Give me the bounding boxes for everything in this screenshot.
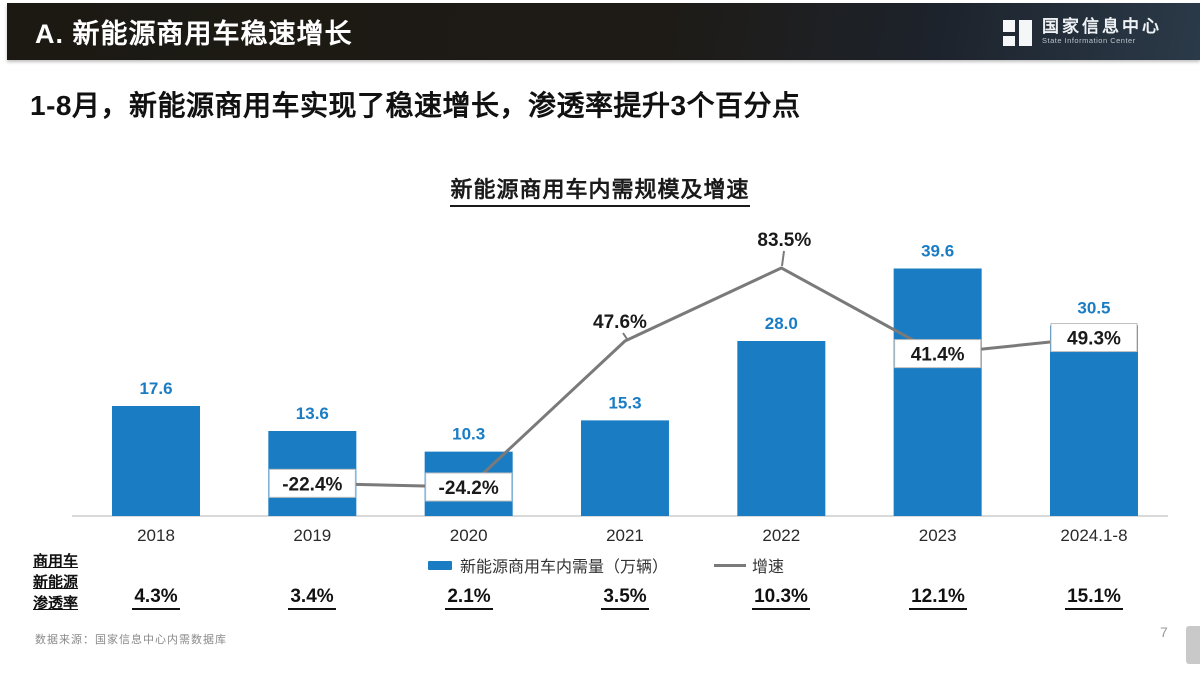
viewer-side-tab[interactable] [1186, 626, 1200, 664]
penetration-value: 12.1% [890, 586, 986, 610]
x-axis-tick-label: 2022 [762, 526, 800, 545]
label-leader-line [622, 332, 628, 340]
x-axis-tick-label: 2018 [137, 526, 175, 545]
bar-value-label: 39.6 [921, 242, 954, 261]
page-number: 7 [1160, 624, 1168, 640]
penetration-label: 商用车 新能源 渗透率 [33, 553, 79, 612]
bar [893, 268, 982, 516]
org-logo-icon [1003, 17, 1033, 47]
bar [1049, 325, 1138, 516]
penetration-value: 2.1% [421, 586, 517, 610]
penetration-value: 4.3% [108, 586, 204, 610]
bar-value-label: 13.6 [296, 404, 329, 423]
growth-label: 83.5% [757, 230, 811, 251]
data-source-note: 数据来源：国家信息中心内需数据库 [35, 634, 227, 646]
org-logo: 国家信息中心 State Information Center [1003, 17, 1200, 47]
legend-line-swatch [714, 563, 747, 567]
growth-label-box [894, 339, 982, 369]
chart-legend: 新能源商用车内需量（万辆） 增速 [428, 553, 784, 577]
bar [737, 341, 826, 516]
growth-label: 41.4% [911, 345, 965, 366]
x-axis-tick-label: 2023 [919, 526, 957, 545]
penetration-value: 3.4% [264, 586, 360, 610]
bar-value-label: 10.3 [452, 425, 485, 444]
org-name-cn: 国家信息中心 [1042, 16, 1162, 36]
x-axis-tick-label: 2021 [606, 526, 644, 545]
penetration-value: 3.5% [577, 586, 673, 610]
slide-subtitle: 1-8月，新能源商用车实现了稳速增长，渗透率提升3个百分点 [30, 90, 801, 121]
growth-label-box [1050, 323, 1138, 353]
growth-label: 49.3% [1067, 329, 1121, 350]
legend-bar-label: 新能源商用车内需量（万辆） [460, 559, 669, 576]
legend-line-label: 增速 [752, 559, 785, 576]
growth-label-box [268, 468, 356, 498]
growth-label: -22.4% [282, 474, 342, 495]
penetration-value: 15.1% [1046, 586, 1142, 610]
chart-title: 新能源商用车内需规模及增速 [0, 172, 1200, 207]
x-axis-tick-label: 2020 [450, 526, 488, 545]
label-leader-line [781, 250, 785, 267]
x-axis-tick-label: 2024.1-8 [1060, 526, 1127, 545]
bar-value-label: 15.3 [608, 393, 641, 412]
bar [112, 406, 200, 516]
legend-bar-swatch [428, 560, 452, 570]
growth-label: -24.2% [439, 478, 499, 499]
x-axis-tick-label: 2019 [293, 526, 331, 545]
growth-label-box [425, 472, 513, 502]
org-name-en: State Information Center [1042, 36, 1136, 46]
bar-value-label: 28.0 [765, 314, 798, 333]
penetration-value: 10.3% [733, 586, 829, 610]
header-bar: A. 新能源商用车稳速增长 国家信息中心 State Information C… [7, 3, 1200, 60]
bar-value-label: 30.5 [1077, 298, 1110, 317]
bar [580, 420, 669, 516]
bar-value-label: 17.6 [139, 379, 172, 398]
header-title: A. 新能源商用车稳速增长 [35, 19, 353, 49]
growth-label: 47.6% [593, 312, 647, 333]
